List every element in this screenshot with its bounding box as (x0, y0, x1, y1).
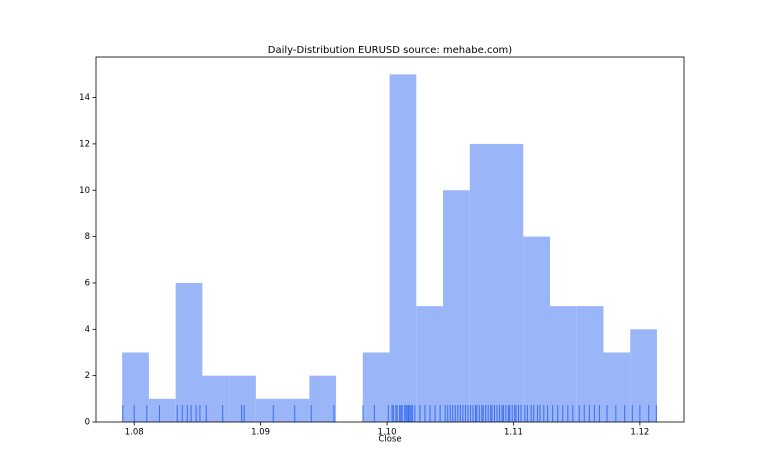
y-tick-label: 6 (85, 278, 90, 288)
bar (443, 190, 470, 422)
chart-title: Daily-Distribution EURUSD source: mehabe… (268, 45, 513, 56)
bar (416, 306, 444, 422)
bar (255, 398, 283, 422)
x-tick-label: 1.10 (378, 428, 397, 438)
y-tick-label: 0 (85, 418, 90, 428)
bar (202, 375, 230, 422)
x-tick-label: 1.08 (125, 428, 144, 438)
bar (175, 282, 203, 422)
bar (229, 375, 256, 422)
bar (630, 329, 657, 422)
y-tick-label: 10 (79, 186, 90, 196)
plot-frame (95, 56, 685, 423)
y-tick-label: 2 (85, 371, 90, 381)
y-tick-label: 14 (79, 93, 90, 103)
bar (523, 236, 550, 422)
bar (576, 306, 604, 422)
y-tick-label: 4 (85, 325, 90, 335)
bar (496, 143, 524, 422)
bar (309, 375, 337, 422)
bar (362, 352, 390, 422)
bar (122, 352, 149, 422)
x-tick-label: 1.11 (504, 428, 523, 438)
bar (389, 74, 417, 422)
bar (282, 398, 310, 422)
y-tick-label: 12 (79, 139, 90, 149)
bar (549, 306, 577, 422)
x-tick-label: 1.12 (630, 428, 649, 438)
x-axis-label: Close (378, 435, 401, 445)
bar (148, 398, 176, 422)
bar (603, 352, 631, 422)
x-tick-label: 1.09 (251, 428, 270, 438)
y-tick-label: 8 (85, 232, 90, 242)
bar (469, 143, 497, 422)
